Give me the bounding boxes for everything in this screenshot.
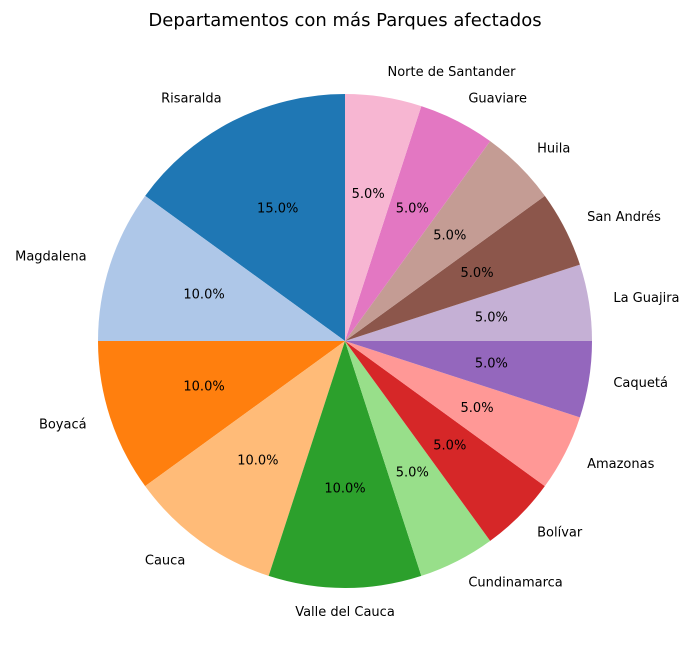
pie-percent-label: 10.0%	[237, 453, 278, 468]
pie-slice-la-guajira	[345, 264, 592, 341]
pie-category-label: Amazonas	[587, 457, 655, 472]
chart-title: Departamentos con más Parques afectados	[148, 10, 541, 31]
pie-slice-huila	[345, 141, 545, 341]
pie-slice-risaralda	[145, 94, 345, 341]
pie-category-label: Norte de Santander	[388, 65, 517, 80]
pie-category-label: Boyacá	[39, 417, 87, 432]
pie-percent-label: 5.0%	[461, 266, 494, 281]
pie-percent-labels: 15.0% 10.0% 10.0% 10.0% 10.0% 5.0% 5.0% 5.0% 5.0…	[183, 187, 507, 497]
pie-percent-label: 5.0%	[475, 310, 508, 325]
pie-category-label: Valle del Cauca	[295, 605, 395, 620]
pie-slice-san-andres	[345, 195, 580, 341]
pie-category-label: Magdalena	[15, 250, 86, 265]
pie-percent-label: 10.0%	[183, 288, 224, 303]
pie-slice-guaviare	[345, 106, 491, 341]
pie-percent-label: 10.0%	[324, 482, 365, 497]
pie-category-label: Cauca	[145, 553, 185, 568]
pie-percent-label: 15.0%	[257, 201, 298, 216]
pie-slice-magdalena	[98, 195, 345, 341]
pie-category-label: La Guajira	[613, 291, 679, 306]
pie-category-label: Bolívar	[537, 526, 583, 541]
pie-percent-label: 5.0%	[475, 357, 508, 372]
pie-percent-label: 5.0%	[396, 466, 429, 481]
pie-percent-label: 5.0%	[396, 201, 429, 216]
pie-category-label: Risaralda	[161, 91, 222, 106]
pie-percent-label: 10.0%	[183, 379, 224, 394]
pie-category-label: Caquetá	[613, 376, 668, 391]
pie-category-label: San Andrés	[587, 210, 661, 225]
pie-percent-label: 5.0%	[433, 229, 466, 244]
pie-slice-bolivar	[345, 341, 545, 541]
pie-category-label: Cundinamarca	[468, 576, 562, 591]
pie-slice-cauca	[145, 341, 345, 576]
pie-category-label: Huila	[537, 141, 570, 156]
pie-category-labels: Risaralda Magdalena Boyacá Cauca Valle del C…	[15, 65, 679, 620]
pie-category-label: Guaviare	[468, 91, 527, 106]
pie-slice-caqueta	[345, 341, 592, 418]
pie-slices	[98, 94, 592, 588]
pie-percent-label: 5.0%	[461, 401, 494, 416]
pie-slice-boyaca	[98, 341, 345, 487]
pie-percent-label: 5.0%	[433, 438, 466, 453]
pie-slice-norte-de-santander	[345, 94, 422, 341]
pie-percent-label: 5.0%	[352, 187, 385, 202]
pie-slice-amazonas	[345, 341, 580, 487]
pie-slice-valle-del-cauca	[268, 341, 422, 588]
pie-slice-cundinamarca	[345, 341, 491, 576]
